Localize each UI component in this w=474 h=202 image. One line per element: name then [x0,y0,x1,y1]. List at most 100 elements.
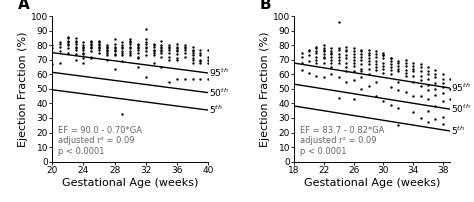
Point [320,61,328,64]
Text: B: B [260,0,272,12]
Point [372,55,380,59]
Point [328,73,335,76]
Point [158,51,165,54]
Point [342,80,350,83]
Point [118,41,126,44]
Point [72,58,79,61]
Point [158,49,165,53]
Point [48,63,56,66]
Point [357,76,365,79]
Point [350,61,357,64]
Point [394,89,402,92]
Point [380,99,387,102]
Point [134,45,142,48]
Point [424,97,432,101]
Point [189,54,196,57]
Point [181,55,189,59]
Point [372,49,380,53]
Point [165,58,173,61]
Point [64,42,72,45]
Point [357,63,365,66]
Point [72,39,79,42]
Point [357,55,365,59]
Point [320,52,328,56]
Point [72,46,79,50]
Point [103,45,110,48]
Point [417,116,424,120]
Point [417,79,424,82]
Point [350,64,357,67]
X-axis label: Gestational Age (weeks): Gestational Age (weeks) [62,178,199,187]
Point [189,45,196,48]
Point [350,46,357,50]
X-axis label: Gestational Age (weeks): Gestational Age (weeks) [304,178,440,187]
Point [357,52,365,56]
Point [439,115,447,118]
Point [335,48,343,51]
Point [365,84,372,88]
Point [181,48,189,51]
Point [118,60,126,63]
Point [432,87,439,90]
Point [150,45,157,48]
Point [394,80,402,83]
Point [103,44,110,47]
Point [417,95,424,98]
Point [365,63,372,66]
Point [320,48,328,51]
Point [328,49,335,53]
Point [432,81,439,85]
Point [424,109,432,112]
Point [165,80,173,83]
Point [127,54,134,57]
Point [150,54,157,57]
Point [181,46,189,50]
Point [72,52,79,56]
Point [335,58,343,61]
Point [357,48,365,51]
Point [64,36,72,40]
Point [80,61,87,64]
Point [56,42,64,45]
Point [372,63,380,66]
Point [142,41,150,44]
Point [197,58,204,61]
Point [372,60,380,63]
Point [357,49,365,53]
Point [150,44,157,47]
Point [158,44,165,47]
Point [118,51,126,54]
Y-axis label: Ejection Fraction (%): Ejection Fraction (%) [260,31,270,147]
Point [328,51,335,54]
Point [432,73,439,76]
Point [173,57,181,60]
Point [87,39,95,42]
Point [111,54,118,57]
Point [158,46,165,50]
Point [80,48,87,51]
Point [87,49,95,53]
Point [56,41,64,44]
Point [103,49,110,53]
Point [365,57,372,60]
Point [111,49,118,53]
Point [328,58,335,61]
Point [127,39,134,42]
Point [342,49,350,53]
Point [424,83,432,86]
Point [134,51,142,54]
Point [127,45,134,48]
Point [357,58,365,61]
Point [342,70,350,73]
Point [80,45,87,48]
Point [80,41,87,44]
Point [64,35,72,38]
Point [165,46,173,50]
Point [305,60,313,63]
Point [380,54,387,57]
Point [357,67,365,70]
Point [372,52,380,56]
Point [410,70,417,73]
Text: 50$^{th}$: 50$^{th}$ [451,103,471,115]
Text: 5$^{th}$: 5$^{th}$ [210,104,223,116]
